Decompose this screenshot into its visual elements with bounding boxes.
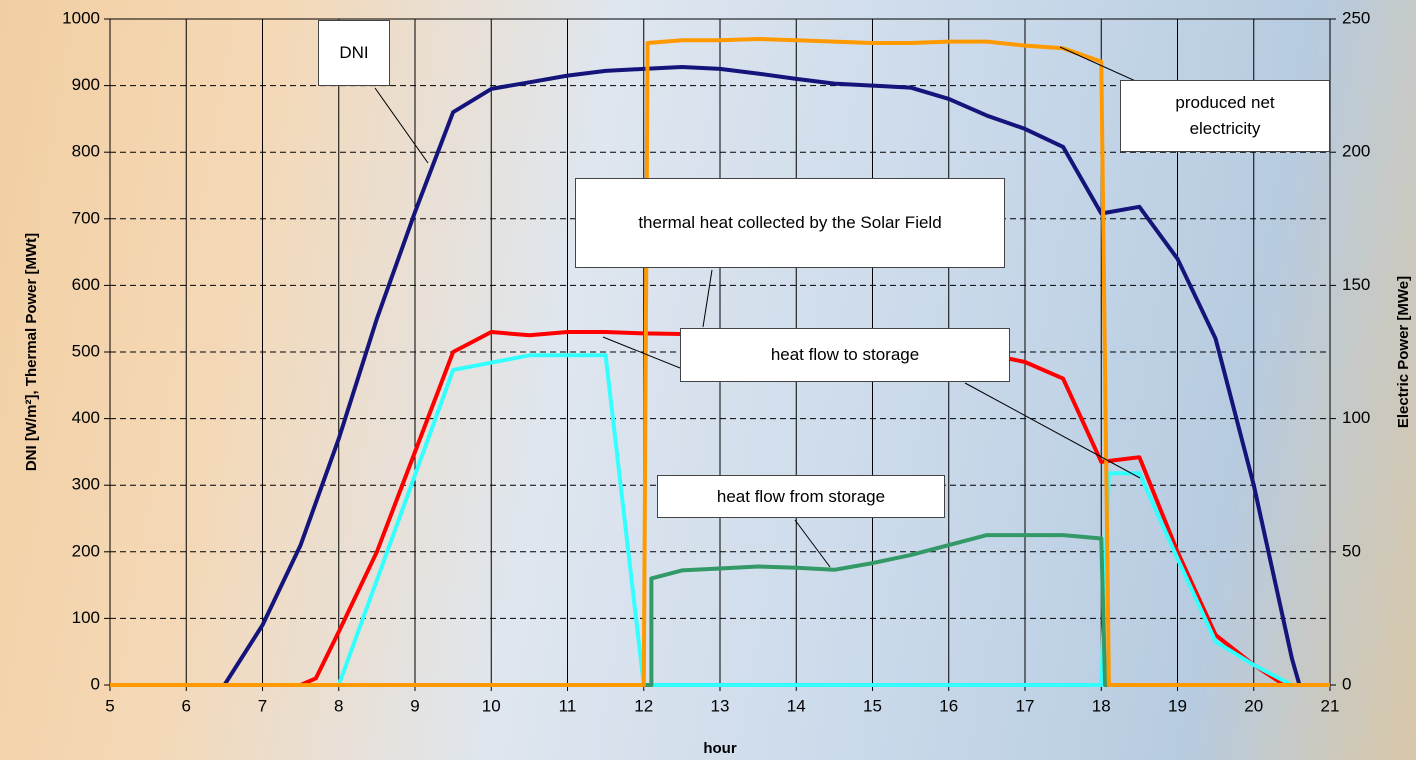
y2-tick-label: 150 (1342, 275, 1370, 294)
y-axis-label: DNI [W/m²], Thermal Power [MWt] (23, 233, 40, 471)
x-tick-label: 9 (410, 696, 419, 715)
y2-tick-label: 0 (1342, 674, 1351, 693)
x-tick-label: 8 (334, 696, 343, 715)
y-tick-label: 1000 (62, 8, 100, 27)
x-tick-label: 21 (1321, 696, 1340, 715)
y-tick-label: 600 (72, 275, 100, 294)
leader-line (703, 270, 712, 327)
x-tick-label: 10 (482, 696, 501, 715)
leader-line (965, 383, 1140, 478)
y-tick-label: 800 (72, 142, 100, 161)
y2-axis-label: Electric Power [MWe] (1395, 276, 1412, 428)
x-tick-label: 19 (1168, 696, 1187, 715)
y2-tick-label: 50 (1342, 541, 1361, 560)
series-annotation: thermal heat collected by the Solar Fiel… (575, 178, 1005, 268)
x-tick-label: 20 (1244, 696, 1263, 715)
y-tick-label: 100 (72, 608, 100, 627)
y-tick-label: 200 (72, 541, 100, 560)
x-axis-label: hour (703, 740, 736, 757)
x-tick-label: 17 (1016, 696, 1035, 715)
series-line (110, 355, 1292, 685)
x-tick-label: 14 (787, 696, 806, 715)
x-tick-label: 11 (559, 696, 577, 715)
y-tick-label: 900 (72, 75, 100, 94)
y-tick-label: 300 (72, 475, 100, 494)
y2-tick-label: 250 (1342, 8, 1370, 27)
y2-tick-label: 100 (1342, 408, 1370, 427)
x-tick-label: 7 (258, 696, 267, 715)
y-tick-label: 400 (72, 408, 100, 427)
x-tick-label: 15 (863, 696, 882, 715)
chart-container: hour DNI [W/m²], Thermal Power [MWt] Ele… (0, 0, 1416, 760)
series-annotation: DNI (318, 20, 390, 86)
series-annotation: produced net electricity (1120, 80, 1330, 152)
y-tick-label: 0 (91, 674, 100, 693)
y2-tick-label: 200 (1342, 142, 1370, 161)
leader-line (795, 520, 830, 567)
y-tick-label: 700 (72, 208, 100, 227)
x-tick-label: 16 (939, 696, 958, 715)
x-tick-label: 6 (182, 696, 191, 715)
series-annotation: heat flow from storage (657, 475, 945, 518)
x-tick-label: 18 (1092, 696, 1111, 715)
series-annotation: heat flow to storage (680, 328, 1010, 382)
x-tick-label: 12 (634, 696, 653, 715)
y-tick-label: 500 (72, 341, 100, 360)
x-tick-label: 5 (105, 696, 114, 715)
x-tick-label: 13 (711, 696, 730, 715)
